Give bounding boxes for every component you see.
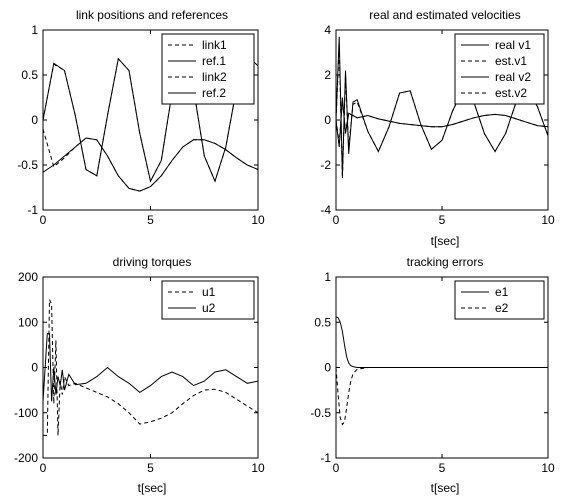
series-line-est-v1 xyxy=(336,47,548,179)
panel-driving-torques: driving torques t[sec] 0 5 10 -200 -100 0 100 2… xyxy=(14,255,265,495)
legend-label: ref.1 xyxy=(202,54,226,68)
series-line-u1 xyxy=(43,299,258,436)
y-tick-label: 0.5 xyxy=(314,315,331,329)
chart-title: link positions and references xyxy=(76,8,228,22)
legend-label: real v2 xyxy=(495,70,531,84)
x-axis-label: t[sec] xyxy=(431,234,460,248)
y-tick-label: -100 xyxy=(14,406,38,420)
panel-link-positions: link positions and references 0 5 10-1-0.5… xyxy=(17,8,265,227)
x-tick-label: 5 xyxy=(439,461,446,475)
x-tick-label: 10 xyxy=(541,461,555,475)
y-tick-label: 100 xyxy=(18,315,38,329)
series-line-u2 xyxy=(43,333,258,402)
legend-label: e1 xyxy=(495,285,509,299)
y-tick-label: 2 xyxy=(324,68,331,82)
y-tick-label: 4 xyxy=(324,23,331,37)
chart-title: real and estimated velocities xyxy=(369,8,520,22)
legend-label: ref.2 xyxy=(202,86,226,100)
legend-label: u1 xyxy=(202,285,216,299)
legend-label: est.v2 xyxy=(495,86,527,100)
series-line-est-v2 xyxy=(336,101,548,143)
legend-label: est.v1 xyxy=(495,54,527,68)
y-tick-label: 0 xyxy=(31,361,38,375)
y-tick-label: -1 xyxy=(320,451,331,465)
series-line-ref-2 xyxy=(43,137,258,192)
y-tick-label: 0 xyxy=(31,113,38,127)
x-tick-label: 0 xyxy=(333,461,340,475)
y-tick-label: 0.5 xyxy=(21,68,38,82)
x-tick-label: 0 xyxy=(333,213,340,227)
series-line-ref-1 xyxy=(43,54,258,183)
y-tick-label: 1 xyxy=(31,23,38,37)
series-line-e2 xyxy=(336,367,548,426)
x-axis-label: t[sec] xyxy=(138,481,167,495)
y-tick-label: -0.5 xyxy=(17,158,38,172)
legend-label: link2 xyxy=(202,70,227,84)
x-tick-label: 5 xyxy=(147,461,154,475)
x-tick-label: 0 xyxy=(40,461,47,475)
panel-tracking-errors: tracking errors t[sec] 0 5 10 -1 -0.5 0 0.5 1 e1… xyxy=(310,255,555,495)
y-tick-label: -4 xyxy=(320,203,331,217)
y-tick-label: -2 xyxy=(320,158,331,172)
panel-velocities: real and estimated velocities t[sec] 0 5 1… xyxy=(320,8,555,248)
x-tick-label: 5 xyxy=(147,213,154,227)
x-tick-label: 10 xyxy=(251,213,265,227)
y-tick-label: 1 xyxy=(324,270,331,284)
y-tick-label: 200 xyxy=(18,270,38,284)
x-tick-label: 5 xyxy=(439,213,446,227)
legend-label: link1 xyxy=(202,38,227,52)
x-tick-label: 10 xyxy=(251,461,265,475)
legend-label: e2 xyxy=(495,301,509,315)
x-tick-label: 0 xyxy=(40,213,47,227)
legend-box xyxy=(161,280,255,320)
legend-box xyxy=(161,33,255,105)
y-tick-label: -1 xyxy=(27,203,38,217)
x-tick-label: 10 xyxy=(541,213,555,227)
y-tick-label: -0.5 xyxy=(310,406,331,420)
legend-label: u2 xyxy=(202,301,216,315)
y-tick-label: 0 xyxy=(324,113,331,127)
legend-box xyxy=(454,280,545,320)
legend-box xyxy=(454,33,545,105)
chart-title: tracking errors xyxy=(407,255,484,269)
legend-label: real v1 xyxy=(495,38,531,52)
chart-title: driving torques xyxy=(113,255,192,269)
y-tick-label: 0 xyxy=(324,361,331,375)
x-axis-label: t[sec] xyxy=(431,481,460,495)
y-tick-label: -200 xyxy=(14,451,38,465)
